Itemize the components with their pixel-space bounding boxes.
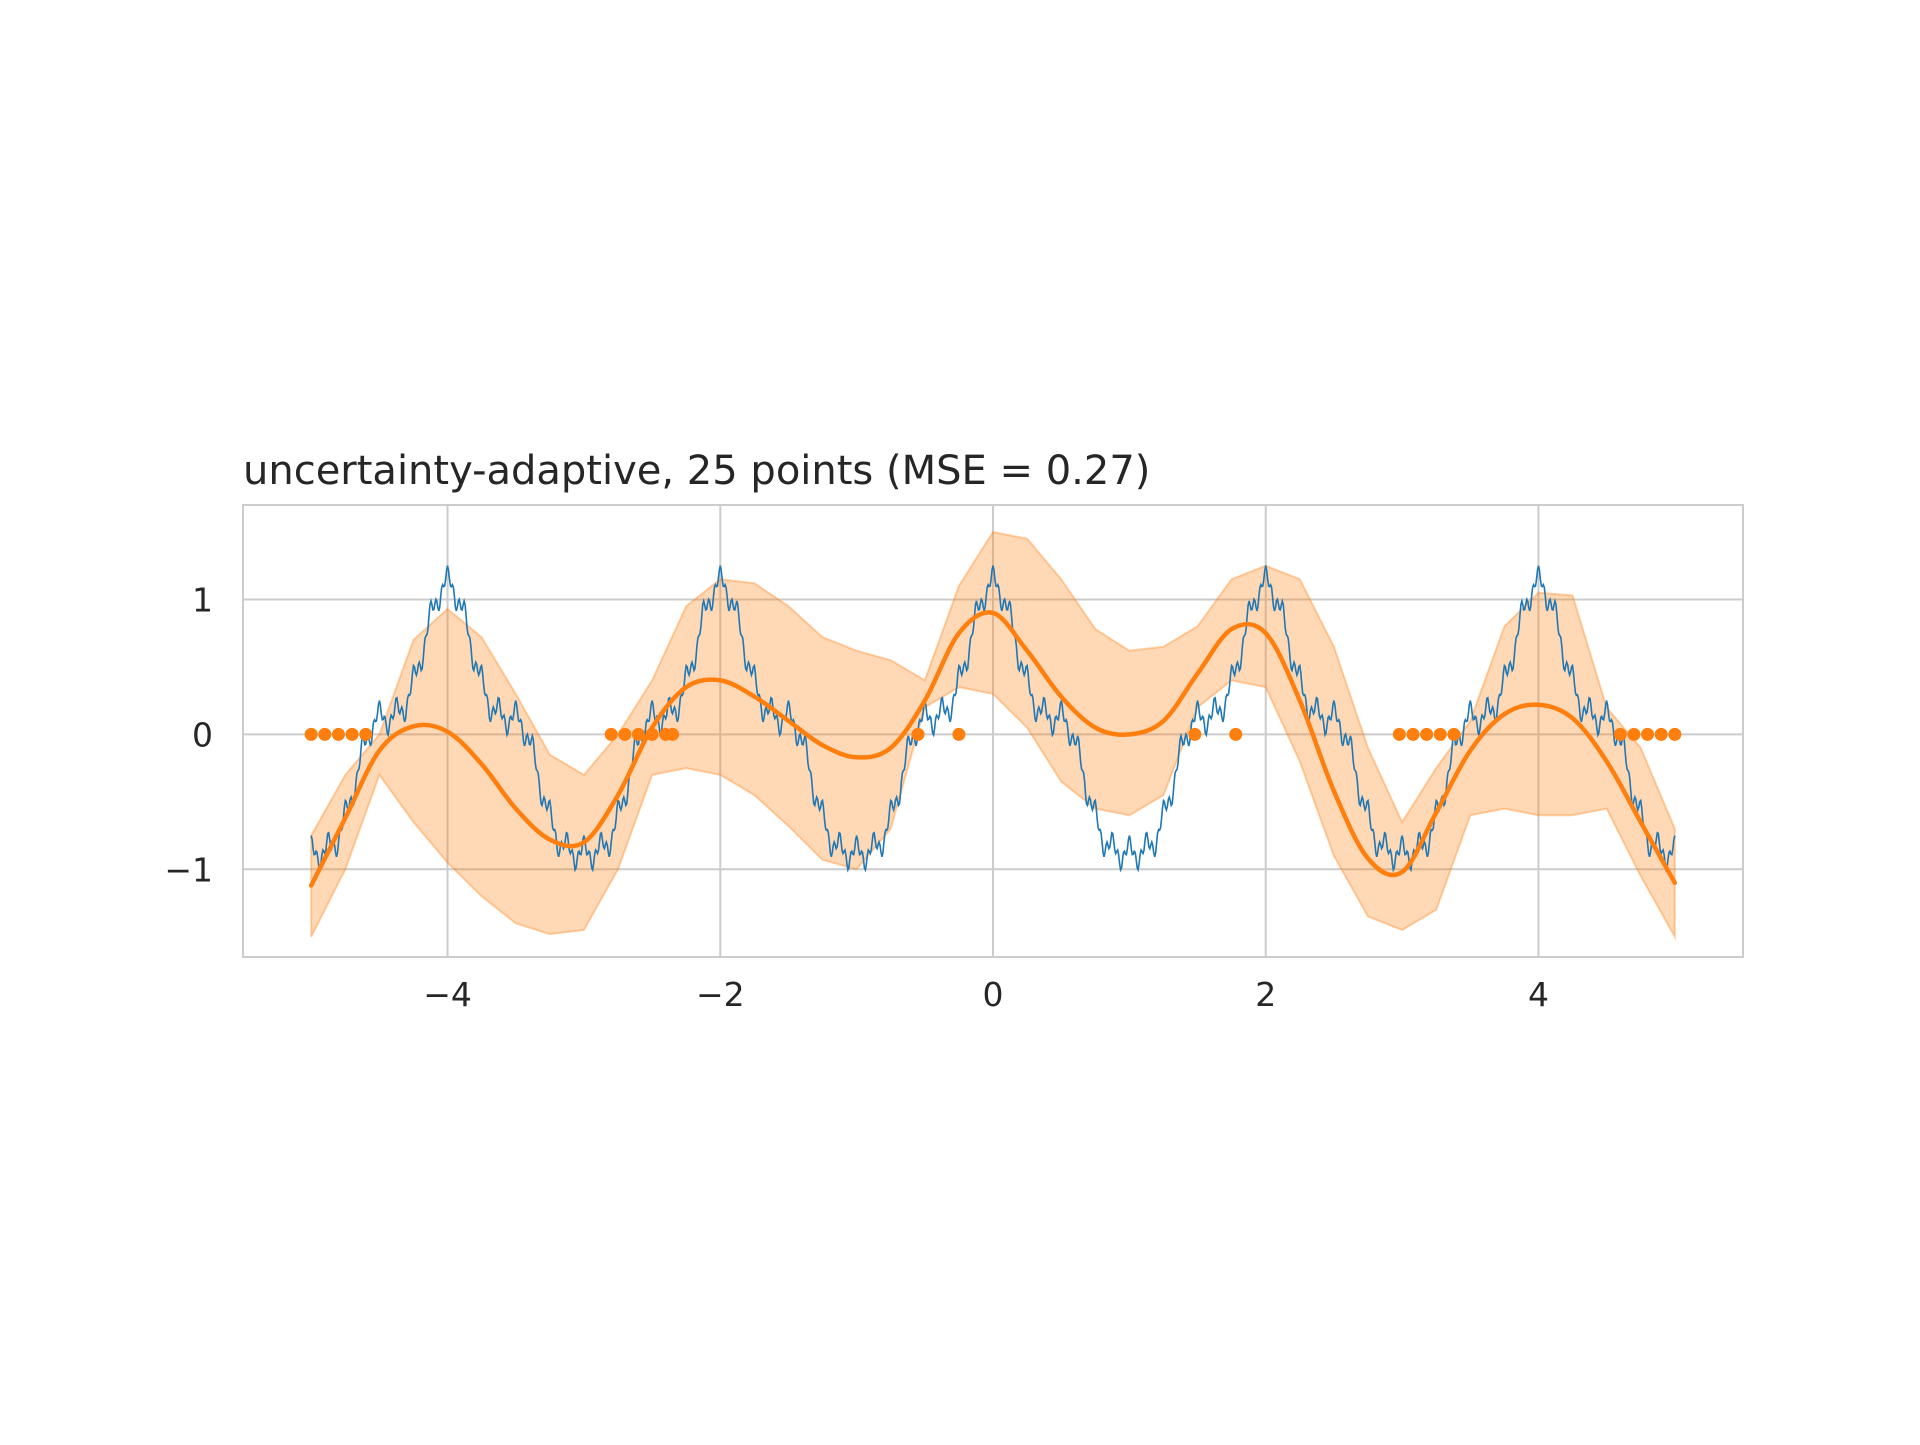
plot-frame (242, 504, 1744, 958)
sample-point (631, 727, 645, 741)
sample-point (618, 727, 632, 741)
sample-point (1433, 727, 1447, 741)
y-tick-label: 1 (192, 580, 213, 619)
x-tick-label: −4 (423, 975, 472, 1014)
true-function-line (310, 565, 1676, 873)
sample-point (1447, 727, 1461, 741)
sample-point (1406, 727, 1420, 741)
y-tick-label: 0 (192, 715, 213, 754)
y-tick-label: −1 (164, 850, 213, 889)
sample-point (331, 727, 345, 741)
sample-point (1613, 727, 1627, 741)
sample-point (1188, 727, 1202, 741)
sample-point (911, 727, 925, 741)
sample-points-layer (304, 727, 1682, 741)
grid-lines (243, 505, 1743, 957)
sample-point (1641, 727, 1655, 741)
sample-point (1654, 727, 1668, 741)
sample-point (304, 727, 318, 741)
gp-mean-line (308, 610, 1678, 888)
sample-point (318, 727, 332, 741)
sample-point (1229, 727, 1243, 741)
y-tick-labels: −1 0 1 (164, 580, 213, 889)
x-tick-labels: −4 −2 0 2 4 (423, 975, 1549, 1014)
sample-point (345, 727, 359, 741)
confidence-band (310, 530, 1676, 941)
x-tick-label: −2 (696, 975, 745, 1014)
sample-point (1392, 727, 1406, 741)
confidence-band-layer (310, 530, 1676, 941)
true-function-layer (310, 565, 1676, 873)
x-tick-label: 0 (983, 975, 1004, 1014)
x-tick-label: 2 (1255, 975, 1276, 1014)
sample-point (666, 727, 680, 741)
sample-point (645, 727, 659, 741)
chart-title: uncertainty-adaptive, 25 points (MSE = 0… (243, 448, 1150, 494)
sample-point (1420, 727, 1434, 741)
sample-point (1668, 727, 1682, 741)
sample-point (359, 727, 373, 741)
x-tick-label: 4 (1528, 975, 1549, 1014)
sample-point (952, 727, 966, 741)
sample-point (604, 727, 618, 741)
gp-mean-layer (308, 610, 1678, 888)
sample-point (1627, 727, 1641, 741)
